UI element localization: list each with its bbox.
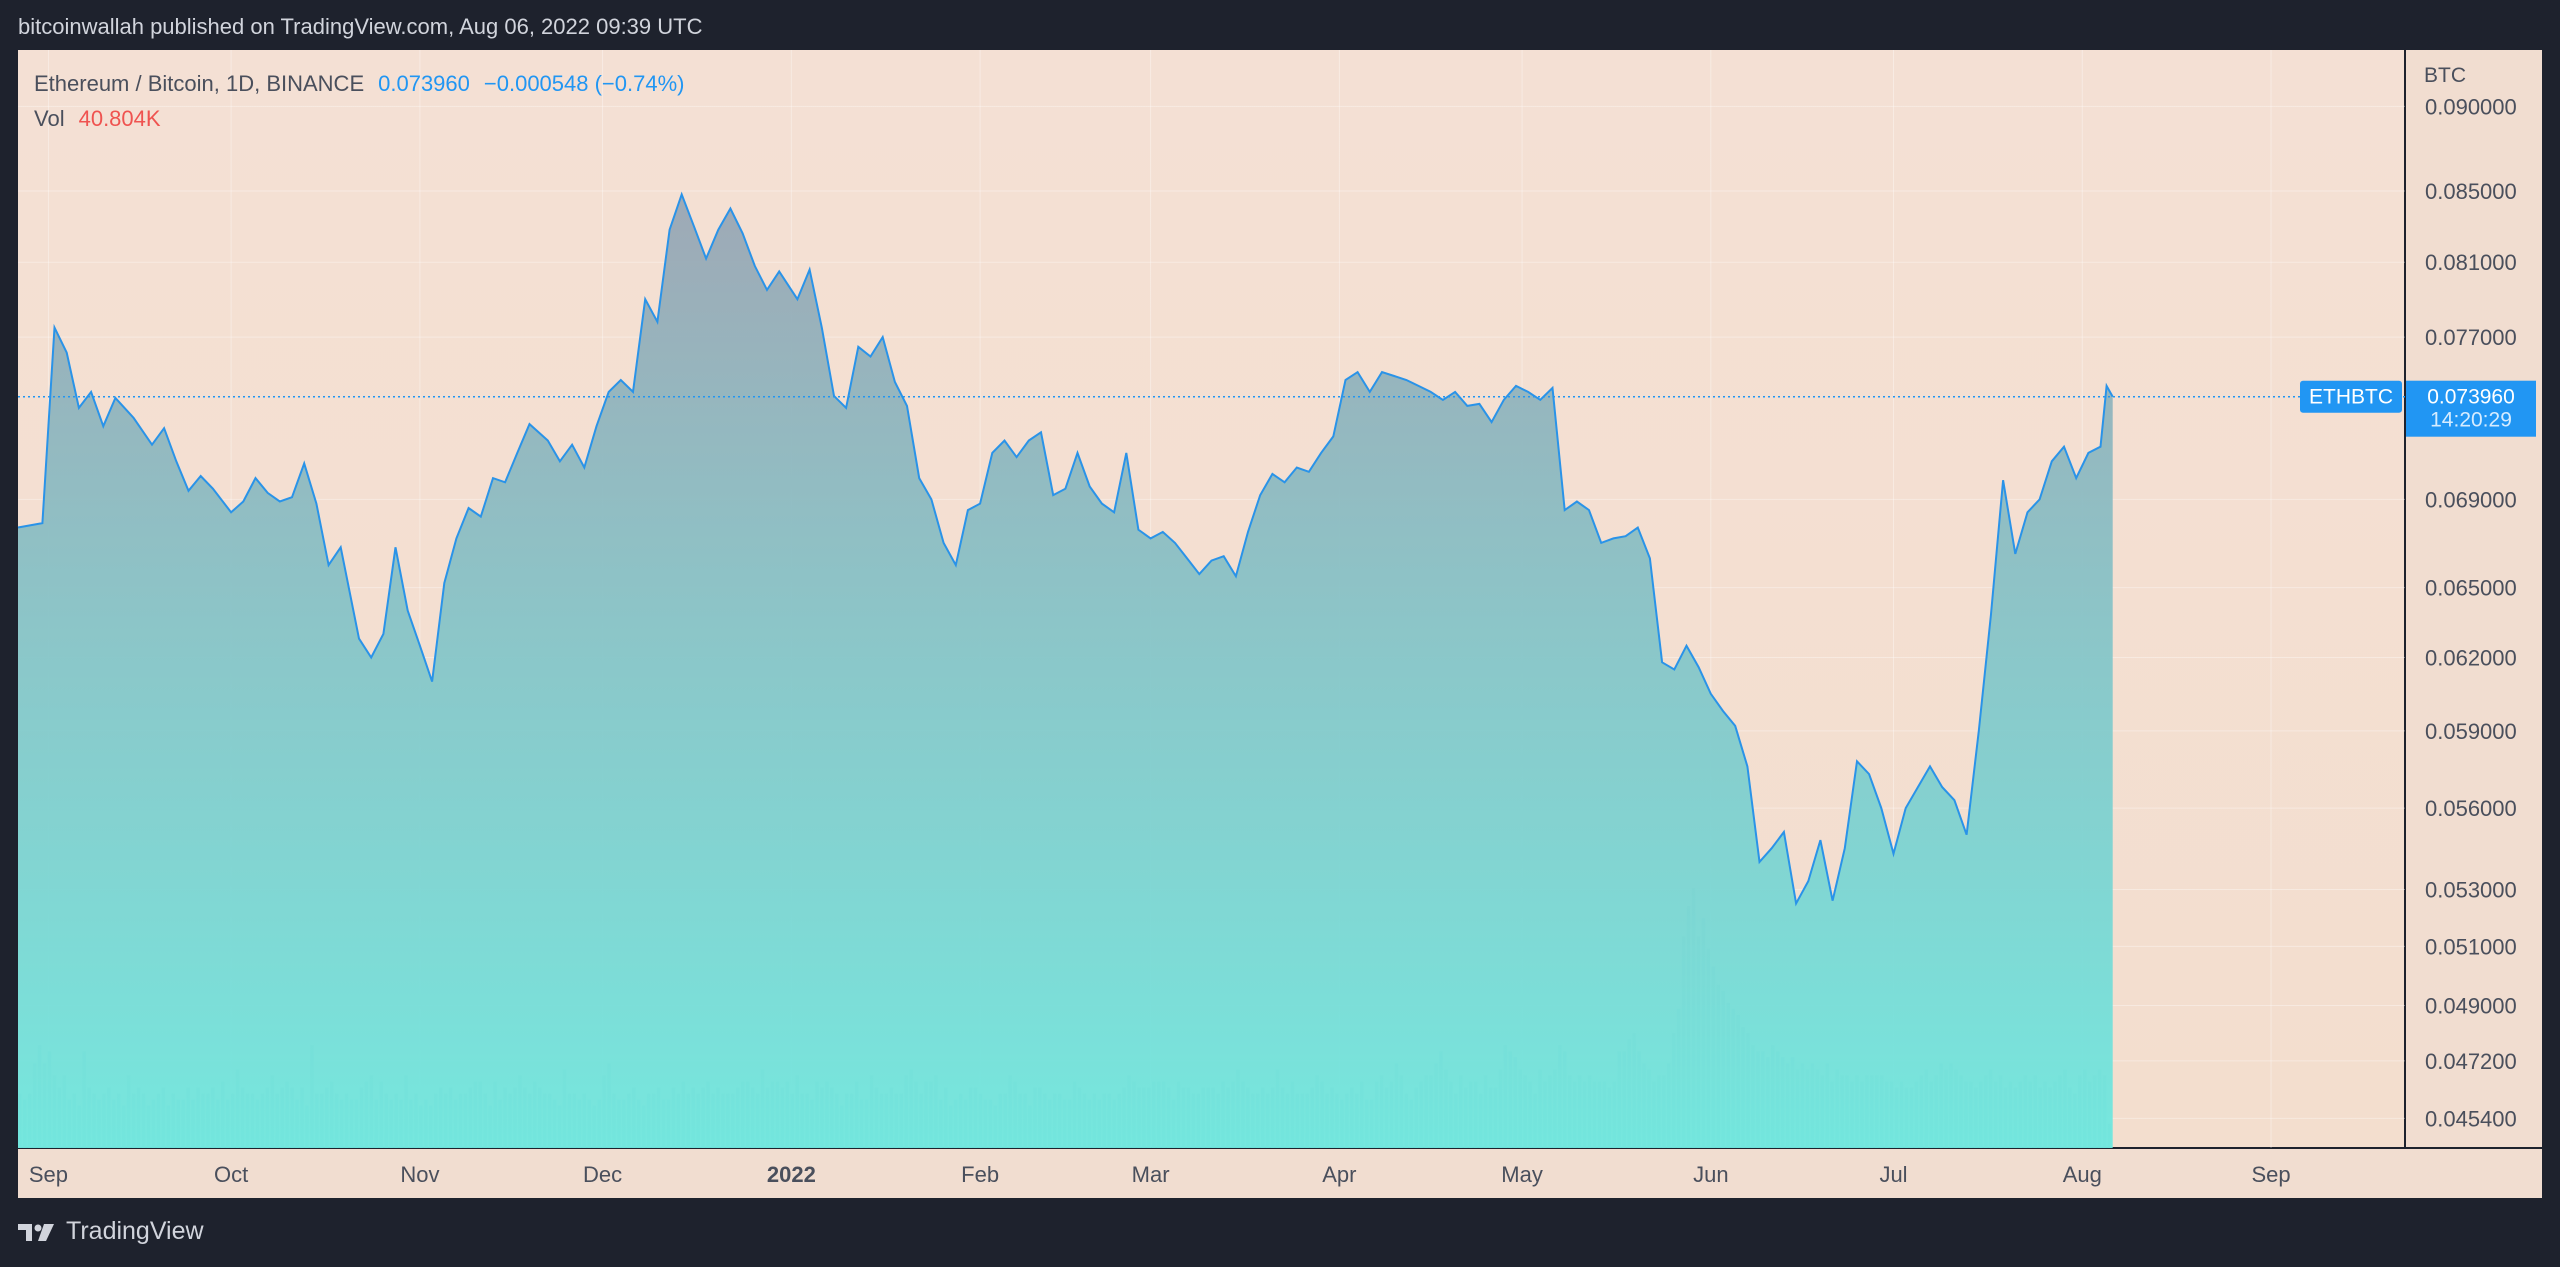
x-tick-label: Aug	[2063, 1162, 2102, 1187]
y-tick-label: 0.049000	[2425, 994, 2517, 1019]
x-tick-label: May	[1501, 1162, 1543, 1187]
time-axis-ticks: Sep Oct Nov Dec 2022 Feb Mar Apr May Jun Jul Aug Sep	[29, 1162, 2291, 1187]
symbol-price-tag: ETHBTC 0.073960 14:20:29	[2300, 380, 2536, 437]
legend-symbol[interactable]: Ethereum / Bitcoin, 1D, BINANCE	[34, 70, 365, 96]
tradingview-logo-icon	[18, 1223, 54, 1241]
x-tick-label: Feb	[961, 1162, 999, 1187]
symbol-tag-label: ETHBTC	[2309, 386, 2393, 409]
price-axis-ticks: 0.090000 0.085000 0.081000 0.077000 0.069000…	[2425, 94, 2517, 1131]
y-tick-label: 0.059000	[2425, 719, 2517, 744]
legend-vol-label[interactable]: Vol	[34, 105, 65, 131]
x-tick-label: Jun	[1693, 1162, 1728, 1187]
y-tick-label: 0.047200	[2425, 1049, 2517, 1074]
legend-vol-value: 40.804K	[78, 105, 161, 131]
y-tick-label: 0.062000	[2425, 646, 2517, 671]
legend-row-price: Ethereum / Bitcoin, 1D, BINANCE 0.073960…	[34, 66, 685, 101]
x-tick-label: 2022	[767, 1162, 816, 1187]
legend-change: −0.000548 (−0.74%)	[483, 70, 685, 96]
y-tick-label: 0.090000	[2425, 94, 2517, 119]
y-tick-label: 0.051000	[2425, 934, 2517, 959]
published-header: bitcoinwallah published on TradingView.c…	[18, 14, 703, 39]
y-tick-label: 0.085000	[2425, 179, 2517, 204]
y-tick-label: 0.081000	[2425, 250, 2517, 275]
x-tick-label: Oct	[214, 1162, 248, 1187]
price-line[interactable]	[17, 191, 2114, 907]
x-tick-label: Mar	[1132, 1162, 1170, 1187]
y-tick-label: 0.056000	[2425, 796, 2517, 821]
y-tick-label: 0.065000	[2425, 576, 2517, 601]
x-tick-label: Sep	[29, 1162, 68, 1187]
time-axis-pane[interactable]	[18, 1148, 2542, 1198]
x-tick-label: Apr	[1322, 1162, 1356, 1187]
y-tick-label: 0.077000	[2425, 325, 2517, 350]
legend-last-price: 0.073960	[378, 70, 470, 96]
footer-brand-label: TradingView	[66, 1217, 204, 1245]
legend-row-volume: Vol 40.804K	[34, 101, 685, 136]
x-tick-label: Jul	[1879, 1162, 1907, 1187]
y-tick-label: 0.045400	[2425, 1106, 2517, 1131]
price-axis-unit: BTC	[2424, 64, 2466, 87]
price-tag	[2406, 380, 2536, 437]
footer-brand[interactable]: TradingView	[18, 1217, 204, 1246]
x-tick-label: Nov	[400, 1162, 439, 1187]
x-tick-label: Sep	[2251, 1162, 2290, 1187]
price-tag-countdown: 14:20:29	[2430, 409, 2512, 432]
symbol-tag	[2300, 380, 2402, 413]
x-tick-label: Dec	[583, 1162, 622, 1187]
chart-legend: Ethereum / Bitcoin, 1D, BINANCE 0.073960…	[34, 66, 685, 136]
y-tick-label: 0.069000	[2425, 487, 2517, 512]
price-axis-pane[interactable]	[2405, 50, 2542, 1148]
y-tick-label: 0.053000	[2425, 877, 2517, 902]
price-area-fill	[18, 194, 2113, 1148]
price-tag-value: 0.073960	[2427, 386, 2515, 409]
